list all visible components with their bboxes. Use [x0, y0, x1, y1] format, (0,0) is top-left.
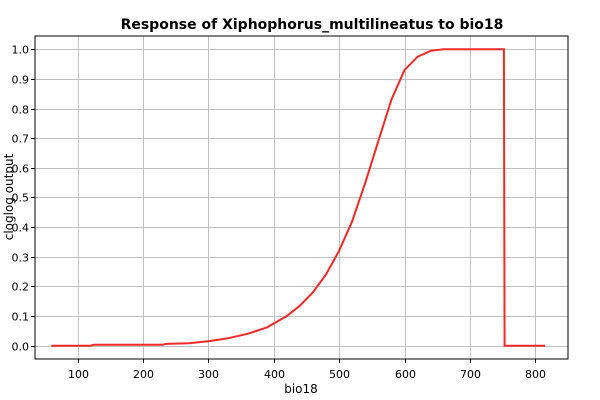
- y-tick-label: 0.2: [12, 281, 30, 294]
- y-axis: 0.0 0.1 0.2 0.3 0.4 0.5 0.6 0.7 0.8 0.9 1.0: [12, 44, 35, 354]
- x-tick-label: 800: [525, 368, 546, 381]
- series-line: [51, 48, 546, 347]
- y-tick-label: 0.7: [12, 133, 30, 146]
- grid: [35, 36, 568, 359]
- x-tick-label: 200: [133, 368, 154, 381]
- y-tick-label: 0.0: [12, 341, 30, 354]
- x-axis-label: bio18: [284, 382, 318, 396]
- x-tick-label: 300: [198, 368, 219, 381]
- y-tick-label: 0.8: [12, 104, 30, 117]
- y-tick-label: 0.6: [12, 163, 30, 176]
- y-tick-label: 1.0: [12, 44, 30, 57]
- x-tick-label: 600: [395, 368, 416, 381]
- y-tick-label: 0.9: [12, 74, 30, 87]
- y-tick-label: 0.3: [12, 252, 30, 265]
- x-tick-label: 700: [460, 368, 481, 381]
- chart-title: Response of Xiphophorus_multilineatus to…: [121, 17, 504, 33]
- y-tick-label: 0.5: [12, 192, 30, 205]
- y-tick-label: 0.4: [12, 222, 30, 235]
- y-tick-label: 0.1: [12, 311, 30, 324]
- x-tick-label: 500: [329, 368, 350, 381]
- x-axis: 100 200 300 400 500 600 700 800: [68, 359, 546, 381]
- x-tick-label: 400: [264, 368, 285, 381]
- y-axis-label: cloglog output: [2, 153, 16, 240]
- x-tick-label: 100: [68, 368, 89, 381]
